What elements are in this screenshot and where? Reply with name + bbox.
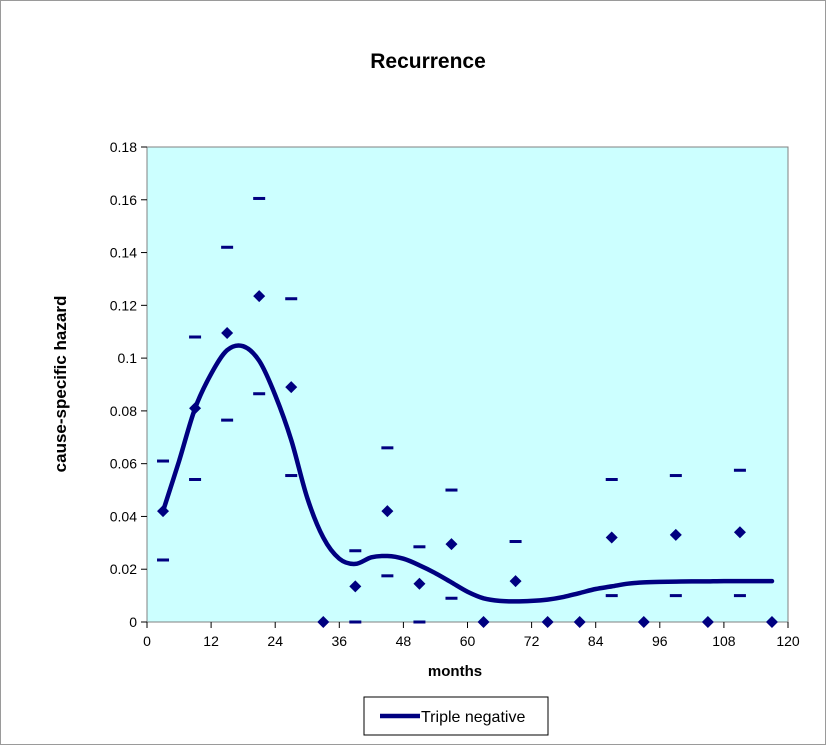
upper-bound-marker: [253, 196, 266, 200]
y-tick-label: 0.16: [110, 192, 137, 208]
upper-bound-marker: [413, 545, 426, 549]
series-line-triple-negative: [160, 343, 775, 604]
observed-point-markers: [157, 290, 778, 628]
upper-bound-marker: [733, 468, 746, 472]
observed-point: [541, 616, 554, 628]
observed-point: [605, 531, 618, 544]
x-tick-label: 60: [460, 633, 476, 649]
plot-area: [146, 146, 789, 623]
upper-bound-marker: [605, 478, 618, 481]
x-tick-label: 108: [712, 633, 736, 649]
upper-bound-marker: [445, 488, 458, 492]
legend-label-triple-negative: Triple negative: [421, 709, 525, 726]
lower-bound-marker: [669, 594, 682, 598]
x-axis-ticks: 0 12 24 36 48 60 72 84 96 108 120: [143, 622, 800, 649]
x-tick-label: 96: [652, 633, 668, 649]
observed-point: [509, 575, 522, 588]
legend: Triple negative: [363, 696, 549, 736]
chart-title: Recurrence: [370, 50, 486, 73]
lower-bound-marker: [445, 596, 458, 600]
observed-point: [669, 528, 682, 541]
lower-bound-marker: [157, 558, 170, 562]
observed-point: [573, 616, 586, 628]
y-tick-label: 0.12: [110, 297, 137, 313]
observed-point: [733, 526, 746, 539]
lower-bound-marker: [349, 620, 362, 624]
upper-bound-marker: [669, 474, 682, 478]
y-axis-ticks: 0 0.02 0.04 0.06 0.08 0.1 0.12 0.14 0.16 0.18: [110, 139, 147, 630]
y-tick-label: 0.14: [110, 245, 137, 261]
lower-bound-marker: [221, 418, 234, 422]
observed-point: [253, 290, 266, 303]
x-tick-label: 84: [588, 633, 604, 649]
y-tick-label: 0.1: [118, 350, 138, 366]
upper-bound-marker: [189, 335, 202, 339]
y-tick-label: 0.06: [110, 456, 137, 472]
x-axis-label: months: [428, 663, 482, 680]
y-tick-label: 0.04: [110, 508, 137, 524]
lower-bound-marker: [605, 594, 618, 598]
y-axis-label: cause-specific hazard: [51, 296, 70, 473]
observed-point: [637, 616, 650, 628]
y-tick-label: 0: [129, 614, 137, 630]
observed-point: [317, 616, 330, 628]
observed-point: [445, 538, 458, 551]
x-tick-label: 12: [203, 633, 219, 649]
lower-bound-marker: [253, 392, 266, 396]
lower-bound-marker: [285, 474, 298, 478]
x-tick-label: 120: [776, 633, 800, 649]
upper-bound-marker: [285, 297, 298, 301]
upper-bound-marker: [509, 540, 522, 544]
observed-point: [413, 577, 426, 590]
observed-point: [765, 616, 778, 628]
upper-bound-marker: [381, 446, 394, 450]
observed-point: [381, 505, 394, 518]
lower-bound-marker: [381, 574, 394, 578]
upper-bound-marker: [221, 245, 234, 249]
lower-bound-marker: [413, 620, 426, 624]
x-tick-label: 72: [524, 633, 540, 649]
x-tick-label: 24: [267, 633, 283, 649]
upper-bound-marker: [157, 459, 170, 463]
observed-point: [477, 616, 490, 628]
confidence-bound-markers: [157, 196, 746, 624]
observed-point: [701, 616, 714, 628]
upper-bound-marker: [349, 549, 362, 553]
x-tick-label: 0: [143, 633, 151, 649]
x-tick-label: 36: [332, 633, 348, 649]
y-tick-label: 0.18: [110, 139, 137, 155]
observed-point: [189, 402, 202, 415]
x-tick-label: 48: [396, 633, 412, 649]
lower-bound-marker: [189, 478, 202, 481]
observed-point: [221, 327, 234, 340]
lower-bound-marker: [733, 594, 746, 598]
observed-point: [349, 580, 362, 593]
observed-point: [285, 381, 298, 394]
y-tick-label: 0.02: [110, 561, 137, 577]
observed-point: [157, 505, 170, 518]
y-tick-label: 0.08: [110, 403, 137, 419]
